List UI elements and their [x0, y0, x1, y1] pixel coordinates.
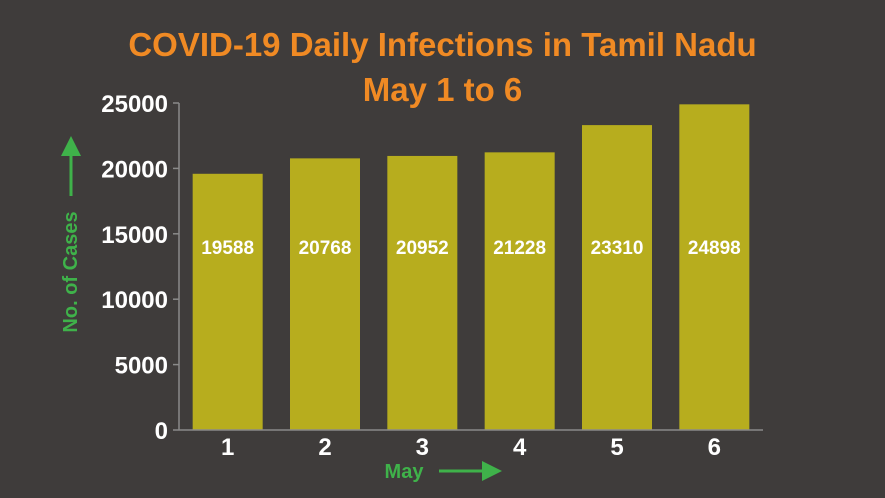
- y-tick-label: 5000: [115, 353, 168, 380]
- data-label-day-5: 23310: [591, 238, 644, 259]
- bar-day-3: [387, 155, 458, 430]
- x-axis-label: May: [385, 461, 425, 483]
- chart-title: COVID-19 Daily Infections in Tamil Nadu: [128, 26, 757, 63]
- y-tick-label: 10000: [101, 287, 168, 314]
- bar-day-1: [192, 173, 263, 431]
- data-label-day-2: 20768: [299, 238, 352, 259]
- bar-day-4: [484, 152, 555, 430]
- x-tick-label: 6: [708, 434, 721, 461]
- y-tick-label: 20000: [101, 156, 168, 183]
- x-tick-label: 3: [416, 434, 429, 461]
- x-tick-label: 2: [318, 434, 331, 461]
- x-tick-label: 1: [221, 434, 234, 461]
- bars: [192, 104, 750, 431]
- bar-day-2: [290, 158, 360, 430]
- y-axis-label: No. of Cases: [60, 211, 82, 332]
- chart-subtitle: May 1 to 6: [362, 71, 523, 108]
- data-label-day-4: 21228: [493, 238, 546, 259]
- x-axis-arrowhead-icon: [482, 461, 502, 481]
- labels: 19588 1 20768 2 20952 3 21228 4 23310 5 24898 6 0 500…: [60, 91, 741, 483]
- axes: [173, 102, 763, 431]
- bar-day-5: [582, 125, 652, 431]
- y-axis-arrowhead-icon: [61, 136, 81, 156]
- y-tick-label: 0: [155, 418, 168, 445]
- x-tick-label: 4: [513, 434, 527, 461]
- x-tick-label: 5: [610, 434, 623, 461]
- bar-day-6: [679, 104, 750, 430]
- data-label-day-1: 19588: [201, 238, 254, 259]
- y-tick-label: 25000: [101, 91, 168, 118]
- y-tick-label: 15000: [101, 222, 168, 249]
- data-label-day-3: 20952: [396, 238, 449, 259]
- data-label-day-6: 24898: [688, 238, 741, 259]
